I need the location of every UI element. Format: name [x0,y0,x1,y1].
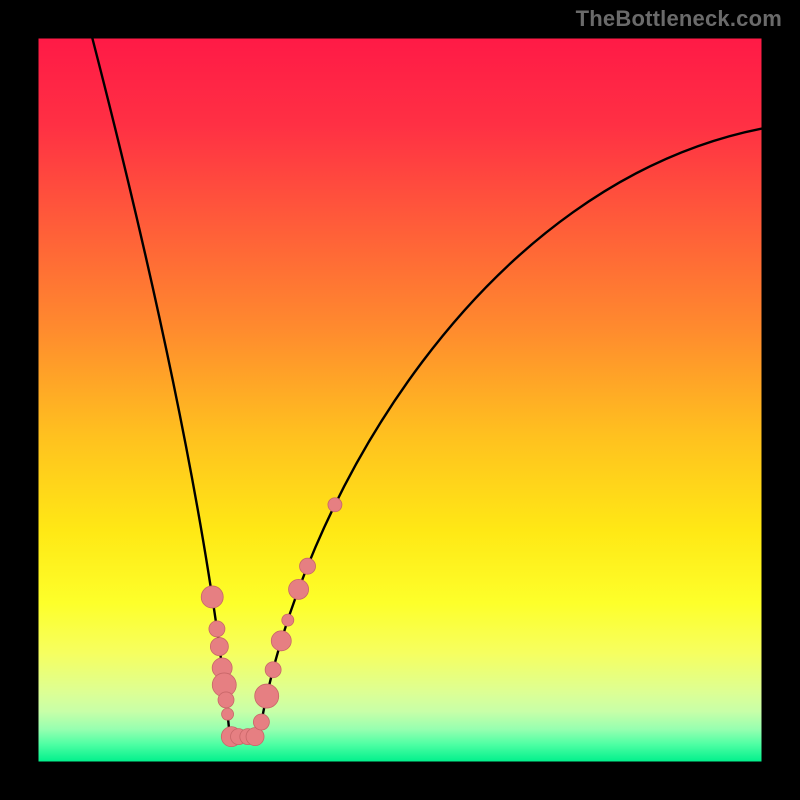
data-marker [209,621,225,637]
data-marker [222,708,234,720]
chart-wrapper: TheBottleneck.com [0,0,800,800]
bottleneck-chart [0,0,800,800]
data-marker [255,684,279,708]
data-marker [282,614,294,626]
data-marker [201,586,223,608]
data-marker [265,662,281,678]
data-marker [328,498,342,512]
data-marker [289,579,309,599]
data-marker [253,714,269,730]
data-marker [271,631,291,651]
data-marker [300,558,316,574]
data-marker [218,692,234,708]
watermark-text: TheBottleneck.com [576,6,782,32]
data-marker [210,638,228,656]
gradient-background [38,38,762,762]
